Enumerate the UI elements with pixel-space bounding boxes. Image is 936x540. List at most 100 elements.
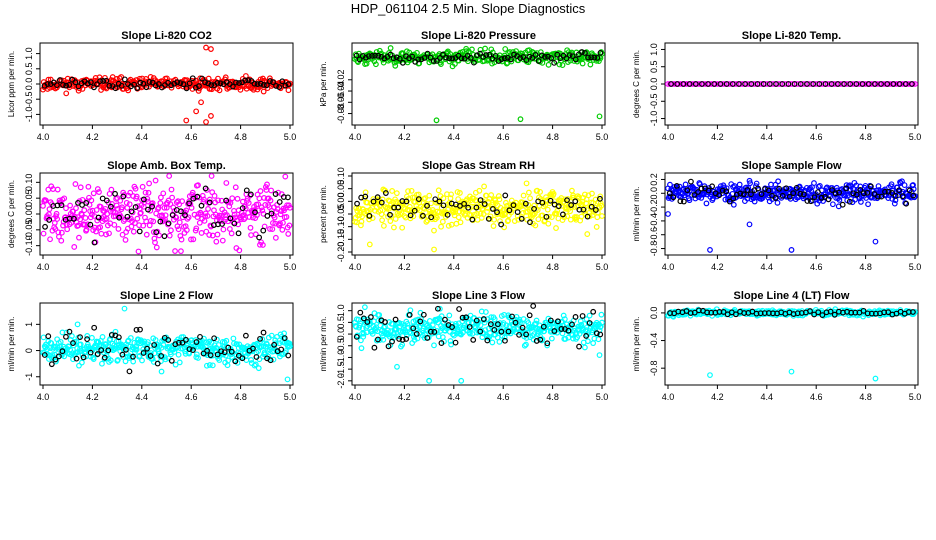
reference-point (123, 346, 129, 353)
reference-point (535, 58, 542, 64)
reference-point (147, 353, 154, 359)
reference-point (818, 194, 825, 201)
data-point (357, 222, 364, 229)
reference-point (165, 220, 172, 227)
data-point (137, 209, 144, 216)
y-tick-label: -0.10 (336, 216, 346, 237)
reference-point (810, 81, 817, 87)
reference-point (755, 185, 761, 192)
data-point (64, 226, 71, 233)
data-point (285, 231, 292, 237)
reference-point (853, 81, 860, 87)
data-point (247, 224, 254, 231)
reference-point (572, 198, 579, 205)
data-point (142, 189, 149, 196)
data-point (545, 61, 552, 68)
data-point (205, 206, 211, 212)
reference-point (800, 191, 807, 198)
reference-point (354, 200, 360, 207)
reference-point (271, 341, 278, 348)
data-point (158, 368, 165, 375)
reference-point (87, 221, 94, 228)
reference-point (443, 54, 449, 61)
data-point (252, 231, 259, 238)
data-point (249, 214, 256, 221)
reference-point (847, 81, 854, 87)
x-tick-label: 4.4 (136, 262, 149, 272)
data-point (496, 338, 503, 345)
data-point (122, 358, 129, 365)
reference-point (551, 59, 558, 66)
reference-point (680, 198, 687, 205)
reference-point (440, 202, 447, 209)
reference-point (853, 191, 860, 198)
reference-point (168, 82, 175, 89)
data-point (193, 108, 200, 115)
data-point (428, 200, 434, 207)
reference-point (399, 59, 406, 66)
data-point (434, 214, 440, 221)
reference-point (705, 187, 712, 194)
data-point (872, 238, 879, 245)
reference-point (154, 360, 161, 367)
reference-point (547, 197, 554, 204)
data-point (405, 188, 411, 195)
reference-point (198, 202, 205, 209)
data-point (269, 226, 276, 232)
reference-point (218, 348, 225, 355)
data-point (284, 376, 291, 383)
data-point (168, 227, 174, 234)
x-tick-label: 5.0 (596, 262, 609, 272)
y-tick-label: 0.0 (24, 78, 34, 91)
x-tick-label: 4.2 (398, 392, 411, 402)
reference-point (829, 187, 835, 193)
reference-point (279, 78, 286, 85)
data-point (60, 222, 66, 229)
reference-point (60, 82, 66, 88)
reference-point (569, 53, 576, 59)
data-point (597, 193, 604, 200)
reference-point (52, 356, 59, 363)
data-point (206, 362, 213, 368)
data-point (203, 44, 209, 51)
reference-point (136, 228, 143, 235)
reference-point (273, 83, 280, 89)
reference-point (207, 352, 214, 359)
data-point (234, 195, 241, 202)
reference-point (103, 197, 110, 204)
data-point (208, 113, 214, 119)
data-point (451, 61, 458, 67)
data-point (753, 180, 760, 187)
data-point (248, 357, 254, 363)
reference-point (857, 186, 864, 193)
reference-point (592, 207, 599, 213)
data-point (407, 307, 414, 314)
data-point (236, 247, 243, 254)
x-tick-label: 4.4 (448, 392, 461, 402)
reference-point (470, 337, 477, 343)
data-point (389, 188, 396, 194)
reference-point (559, 211, 566, 218)
data-point (195, 355, 201, 361)
reference-point (511, 51, 517, 58)
data-point (223, 180, 230, 186)
data-point (488, 192, 495, 198)
data-point (447, 195, 454, 202)
data-point (121, 305, 128, 312)
data-point (422, 195, 429, 202)
reference-point (760, 81, 767, 87)
data-point (260, 88, 267, 95)
data-point (84, 221, 91, 228)
data-point (788, 368, 795, 375)
reference-point (131, 81, 137, 88)
y-tick-label: 0.10 (336, 167, 346, 185)
data-point (495, 193, 502, 199)
y-tick-label: -0.5 (24, 91, 34, 107)
y-tick-label: -0.05 (24, 220, 34, 241)
reference-point (73, 355, 80, 362)
reference-point (121, 76, 128, 83)
x-tick-label: 4.2 (398, 262, 411, 272)
x-tick-label: 4.8 (546, 132, 559, 142)
reference-point (458, 55, 465, 62)
x-tick-label: 4.8 (234, 392, 247, 402)
